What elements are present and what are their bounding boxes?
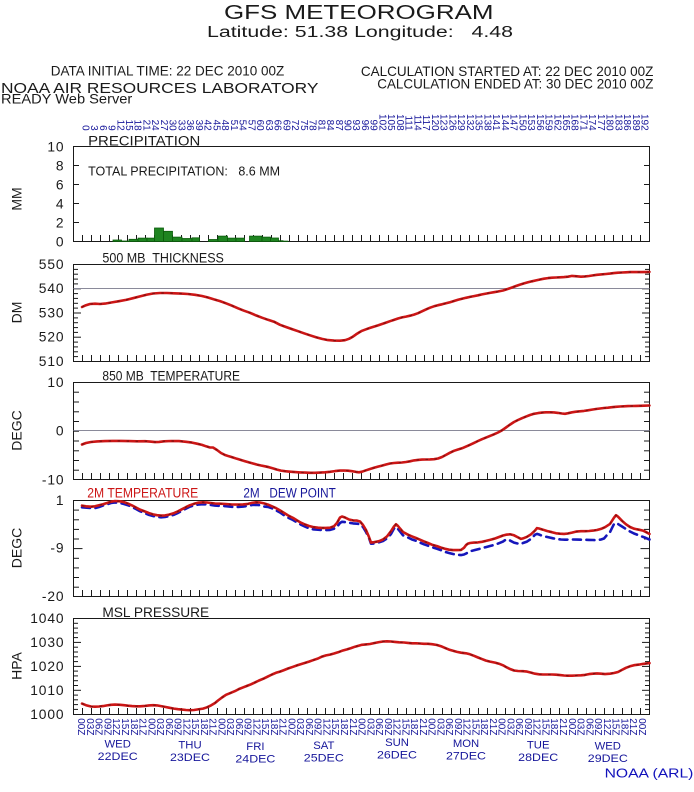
- svg-text:28DEC: 28DEC: [518, 752, 558, 764]
- svg-text:PRECIPITATION: PRECIPITATION: [88, 133, 200, 148]
- svg-text:WED: WED: [595, 741, 621, 753]
- svg-text:530: 530: [39, 305, 65, 320]
- svg-text:10: 10: [47, 375, 64, 390]
- svg-text:550: 550: [39, 257, 65, 272]
- svg-text:CALCULATION ENDED AT: 30 DEC 2: CALCULATION ENDED AT: 30 DEC 2010 00Z: [377, 77, 653, 92]
- svg-text:DEGC: DEGC: [9, 410, 25, 450]
- svg-text:GFS METEOROGRAM: GFS METEOROGRAM: [224, 2, 494, 24]
- svg-text:TOTAL PRECIPITATION: 8.6 MM: TOTAL PRECIPITATION: 8.6 MM: [88, 163, 280, 178]
- svg-text:23DEC: 23DEC: [170, 752, 210, 764]
- svg-text:2M TEMPERATURE: 2M TEMPERATURE: [87, 485, 198, 500]
- svg-text:1000: 1000: [30, 707, 64, 722]
- svg-text:27DEC: 27DEC: [446, 751, 486, 763]
- svg-text:0: 0: [56, 234, 65, 249]
- svg-text:SAT: SAT: [313, 740, 334, 752]
- svg-text:DM: DM: [9, 302, 25, 324]
- svg-text:-10: -10: [42, 472, 65, 487]
- svg-text:26DEC: 26DEC: [377, 749, 417, 761]
- svg-text:24DEC: 24DEC: [235, 753, 275, 765]
- svg-text:10: 10: [47, 139, 64, 154]
- svg-text:Latitude: 51.38 Longitude: 4: Latitude: 51.38 Longitude: 4.48: [207, 24, 513, 41]
- svg-text:500 MB THICKNESS: 500 MB THICKNESS: [102, 251, 223, 266]
- svg-text:WED: WED: [105, 739, 131, 751]
- svg-text:2: 2: [56, 215, 65, 230]
- svg-text:29DEC: 29DEC: [588, 753, 628, 765]
- svg-text:MSL PRESSURE: MSL PRESSURE: [102, 605, 209, 620]
- svg-text:SUN: SUN: [385, 737, 409, 749]
- svg-text:HPA: HPA: [9, 651, 25, 679]
- svg-text:25DEC: 25DEC: [304, 753, 344, 765]
- svg-text:2M DEW POINT: 2M DEW POINT: [243, 485, 335, 500]
- svg-text:DATA INITIAL TIME: 22 DEC 2010: DATA INITIAL TIME: 22 DEC 2010 00Z: [51, 63, 284, 78]
- svg-text:1010: 1010: [30, 683, 64, 698]
- svg-text:NOAA (ARL): NOAA (ARL): [605, 767, 694, 781]
- svg-text:00Z: 00Z: [636, 718, 647, 735]
- svg-text:22DEC: 22DEC: [98, 751, 138, 763]
- svg-text:192: 192: [639, 114, 650, 131]
- svg-text:4: 4: [56, 196, 65, 211]
- svg-text:DEGC: DEGC: [9, 528, 25, 568]
- svg-text:THU: THU: [178, 739, 201, 751]
- svg-text:0: 0: [56, 424, 65, 439]
- svg-text:1030: 1030: [30, 635, 64, 650]
- svg-text:1: 1: [56, 493, 65, 508]
- svg-text:FRI: FRI: [246, 741, 264, 753]
- svg-text:READY Web Server: READY Web Server: [1, 90, 133, 106]
- svg-text:1040: 1040: [30, 611, 64, 626]
- svg-text:-9: -9: [50, 540, 64, 555]
- svg-text:540: 540: [39, 281, 65, 296]
- svg-text:850 MB TEMPERATURE: 850 MB TEMPERATURE: [102, 369, 240, 384]
- svg-text:MM: MM: [9, 187, 25, 210]
- svg-text:510: 510: [39, 354, 65, 369]
- svg-text:MON: MON: [453, 738, 479, 750]
- svg-text:TUE: TUE: [527, 740, 550, 752]
- svg-text:8: 8: [56, 158, 65, 173]
- svg-text:520: 520: [39, 330, 65, 345]
- svg-text:6: 6: [56, 177, 65, 192]
- svg-text:-20: -20: [42, 589, 65, 604]
- svg-text:1020: 1020: [30, 659, 64, 674]
